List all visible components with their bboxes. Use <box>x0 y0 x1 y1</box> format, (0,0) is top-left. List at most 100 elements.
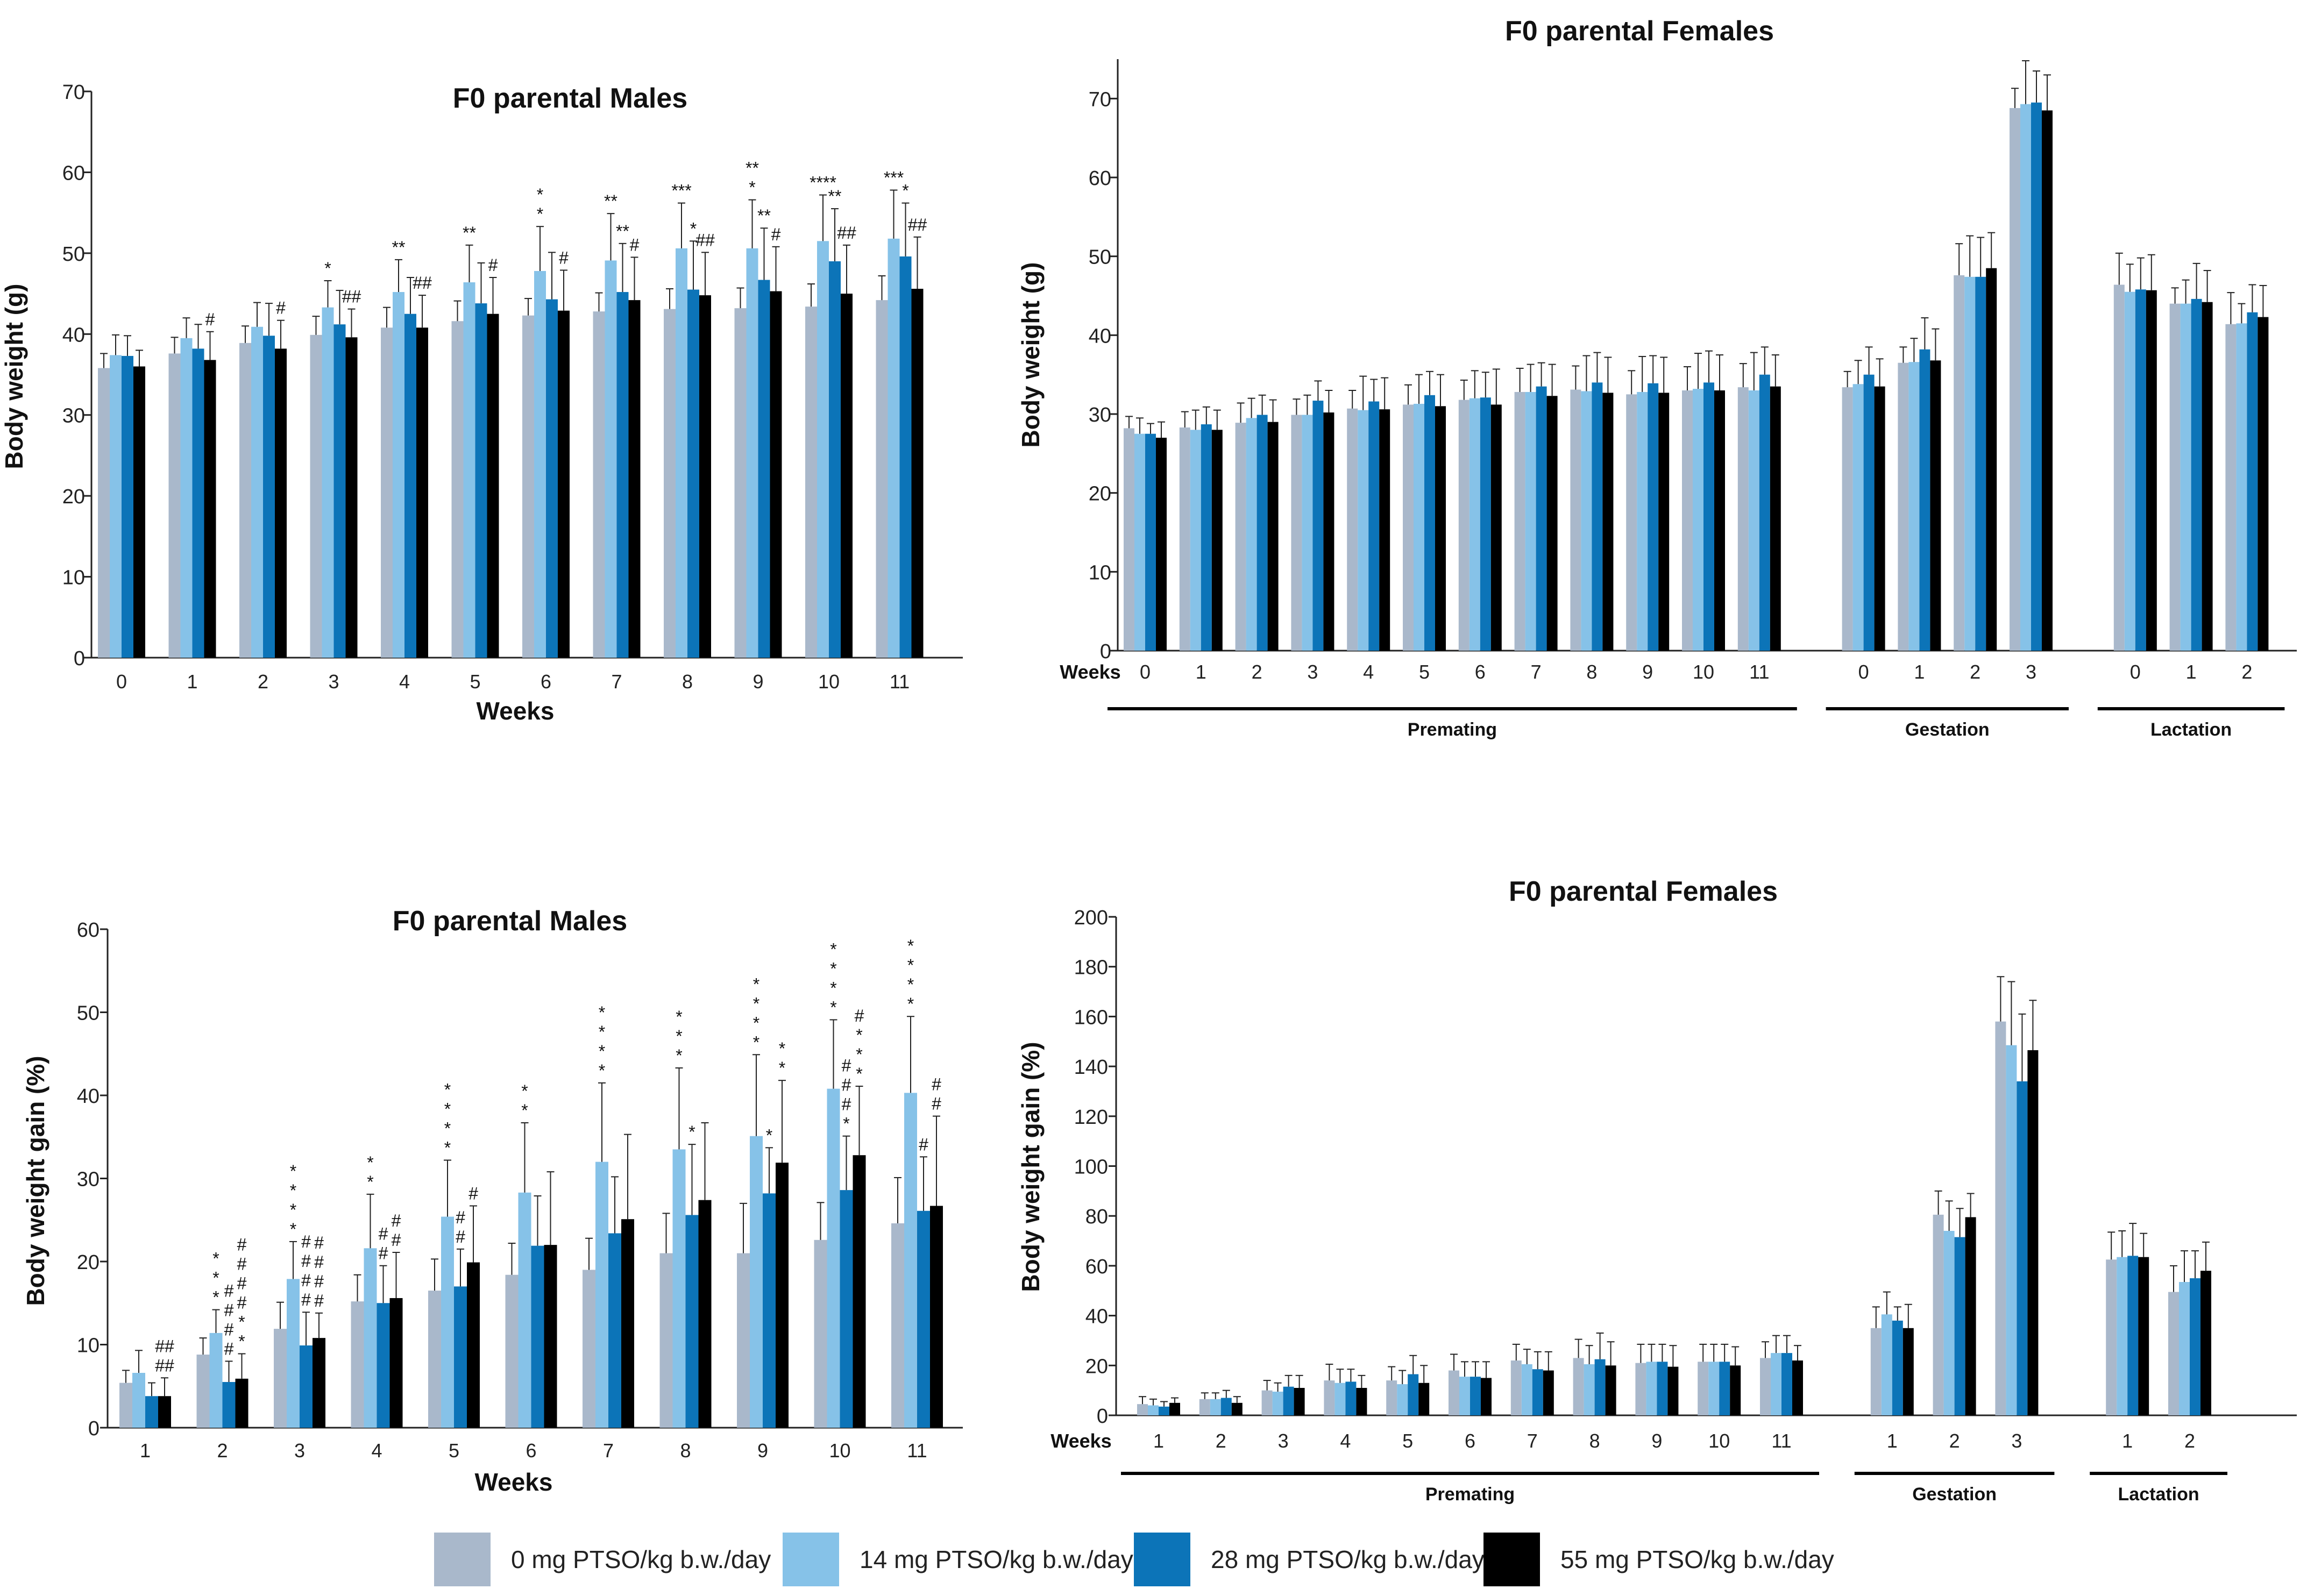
bar-s2 <box>1863 374 1875 651</box>
group-label: Lactation <box>2118 1484 2199 1505</box>
bar-s1 <box>132 1373 145 1428</box>
x-tick-label: 7 <box>1527 1430 1538 1452</box>
bar-s2 <box>687 289 699 658</box>
legend-label-0mg: 0 mg PTSO/kg b.w./day <box>511 1545 771 1573</box>
significance-mark: # <box>488 255 498 275</box>
bar-s1 <box>1414 403 1424 651</box>
bar-s0 <box>2225 324 2237 651</box>
x-tick-label: 5 <box>470 671 480 693</box>
y-tick-label: 40 <box>77 1085 100 1108</box>
chart-female-gain: 0 20 40 60 80 100 120 140 160 180 200 F0 parental F… <box>1017 876 2297 1505</box>
chart-title: F0 parental Females <box>1505 16 1774 47</box>
legend-swatch-0mg <box>434 1533 491 1586</box>
bar-s2 <box>1201 424 1212 651</box>
x-tick-label: 8 <box>682 671 693 693</box>
bar-s1 <box>1584 1364 1595 1415</box>
y-tick-label: 50 <box>77 1002 100 1025</box>
bar-s3 <box>1379 409 1390 651</box>
bar-s1 <box>1134 433 1145 651</box>
significance-mark: # <box>224 1281 234 1300</box>
bar-s2 <box>1368 401 1380 651</box>
bar-s0 <box>1449 1370 1459 1415</box>
bar-s0 <box>428 1291 441 1428</box>
bar-s0 <box>805 307 817 658</box>
significance-mark: * <box>290 1181 296 1200</box>
bar-s1 <box>463 282 475 658</box>
bar-s0 <box>734 308 747 658</box>
bar-s0 <box>168 353 181 658</box>
bar-s3 <box>853 1155 866 1428</box>
bar-s0 <box>1635 1363 1646 1415</box>
significance-mark: * <box>779 1058 785 1078</box>
significance-mark: # <box>379 1244 388 1263</box>
group-label: Lactation <box>2150 719 2232 740</box>
bar-s0 <box>505 1274 519 1428</box>
bar-s3 <box>313 1338 325 1428</box>
bar-s0 <box>2106 1259 2117 1415</box>
bar-s2 <box>263 336 275 658</box>
bar-s3 <box>1356 1388 1367 1415</box>
bar-s0 <box>381 327 393 658</box>
bar-s3 <box>1481 1378 1492 1415</box>
significance-mark: * <box>444 1080 451 1100</box>
x-tick-label: 3 <box>2011 1430 2022 1452</box>
x-tick-label: 4 <box>1340 1430 1351 1452</box>
bar-s1 <box>2117 1257 2128 1415</box>
significance-mark: * <box>830 959 836 978</box>
y-tick-label: 80 <box>1085 1206 1108 1228</box>
bar-s3 <box>698 1200 712 1428</box>
significance-mark: * <box>444 1119 451 1138</box>
bar-s3 <box>1605 1365 1616 1415</box>
bar-s0 <box>351 1301 364 1428</box>
x-tick-label: 10 <box>1693 661 1714 683</box>
bar-s3 <box>558 310 570 658</box>
group-label: Gestation <box>1905 719 1990 740</box>
bar-s1 <box>1302 415 1313 651</box>
bar-s1 <box>1469 398 1480 651</box>
y-tick-label: 20 <box>62 486 85 508</box>
x-tick-label: 0 <box>2130 661 2141 683</box>
significance-mark: * <box>902 181 908 201</box>
bar-s2 <box>2031 102 2042 651</box>
bar-s2 <box>145 1396 158 1428</box>
bar-s0 <box>1179 427 1190 651</box>
bar-s3 <box>1714 390 1725 651</box>
chart-male-gain: 0 10 20 30 40 50 60 F0 parental Males Body weigh… <box>22 906 963 1496</box>
bar-s1 <box>1459 1377 1470 1415</box>
bar-s3 <box>1658 393 1670 651</box>
x-tick-label: 9 <box>757 1440 768 1462</box>
bar-s3 <box>2258 317 2269 651</box>
bar-s0 <box>1347 408 1358 651</box>
bar-s3 <box>133 366 145 658</box>
bar-s2 <box>122 355 133 658</box>
bar-s2 <box>1470 1377 1481 1415</box>
significance-mark: * <box>290 1162 296 1181</box>
x-tick-label: 1 <box>140 1440 151 1462</box>
bar-s0 <box>2169 303 2181 651</box>
significance-mark: # <box>314 1291 324 1310</box>
bar-s0 <box>239 343 251 658</box>
bar-s0 <box>196 1355 210 1428</box>
significance-mark: * <box>749 178 755 197</box>
bar-s3 <box>1986 268 1997 651</box>
significance-mark: * <box>843 1114 849 1134</box>
bar-s1 <box>1943 1231 1955 1415</box>
bar-s3 <box>628 300 641 658</box>
bar-s2 <box>2191 298 2202 651</box>
bar-s0 <box>274 1329 287 1428</box>
significance-mark: * <box>599 1022 605 1042</box>
bar-s1 <box>441 1216 454 1428</box>
significance-mark: * <box>753 1032 759 1052</box>
bar-s2 <box>917 1210 930 1428</box>
x-tick-label: 7 <box>1531 661 1542 683</box>
significance-mark: * <box>830 978 836 998</box>
bar-s1 <box>364 1248 377 1428</box>
bar-s2 <box>1257 415 1268 651</box>
bar-s0 <box>522 315 534 658</box>
y-tick-label: 20 <box>1089 483 1111 505</box>
legend-swatch-28mg <box>1134 1533 1190 1586</box>
significance-mark: * <box>753 994 759 1013</box>
significance-mark: * <box>238 1331 245 1351</box>
y-tick-label: 0 <box>1097 1405 1108 1428</box>
x-tick-label: 7 <box>611 671 622 693</box>
